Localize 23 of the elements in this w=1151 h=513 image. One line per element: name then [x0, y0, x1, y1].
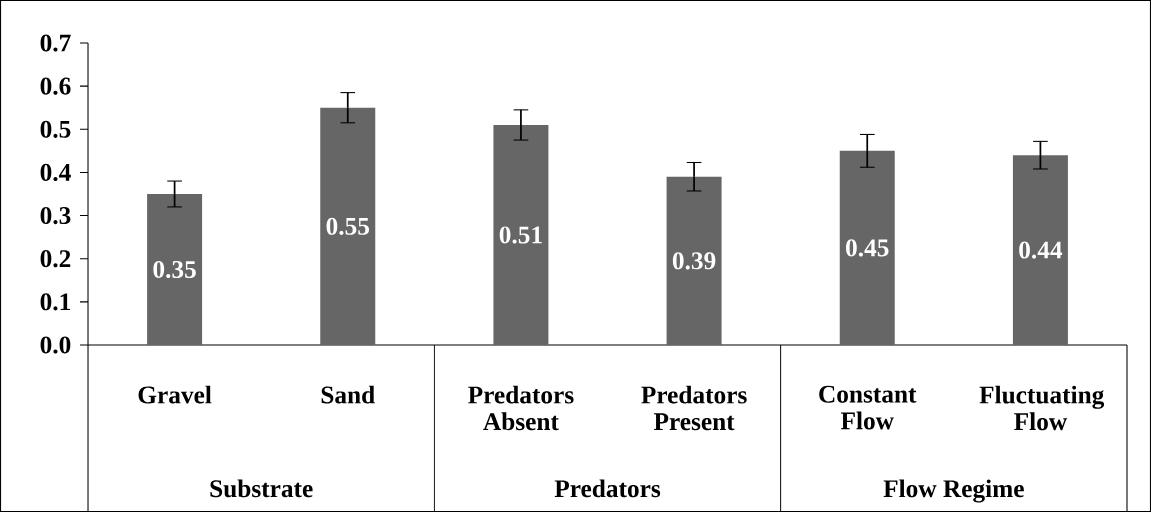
x-tick-label: Fluctuating Flow: [979, 385, 1105, 431]
text: Predators: [554, 479, 661, 498]
y-tick-label: 0.5: [40, 120, 71, 139]
data-label: 0.45: [846, 239, 889, 257]
x-tick-label: Gravel: [138, 385, 212, 404]
x-tick-label: Predators Present: [641, 385, 747, 431]
x-tick-label: Constant Flow: [819, 385, 917, 430]
data-label: 0.51: [499, 226, 542, 244]
y-tick-label: 0.1: [40, 293, 70, 311]
text: Substrate: [210, 479, 313, 498]
y-tick-label: 0.4: [40, 164, 71, 182]
y-tick-label: 0.6: [40, 77, 71, 95]
x-tick-label: Sand: [321, 385, 375, 404]
y-tick-label: 0.7: [40, 34, 71, 52]
data-label: 0.35: [153, 261, 196, 279]
data-label: 0.55: [326, 217, 369, 236]
y-tick-label: 0.2: [40, 250, 71, 268]
x-tick-label: Predators Absent: [468, 385, 574, 431]
data-label: 0.39: [672, 252, 716, 270]
data-label: 0.44: [1019, 241, 1063, 259]
text: Flow Regime: [883, 479, 1024, 503]
y-tick-label: 0.0: [40, 336, 71, 354]
y-tick-label: 0.3: [40, 207, 71, 225]
